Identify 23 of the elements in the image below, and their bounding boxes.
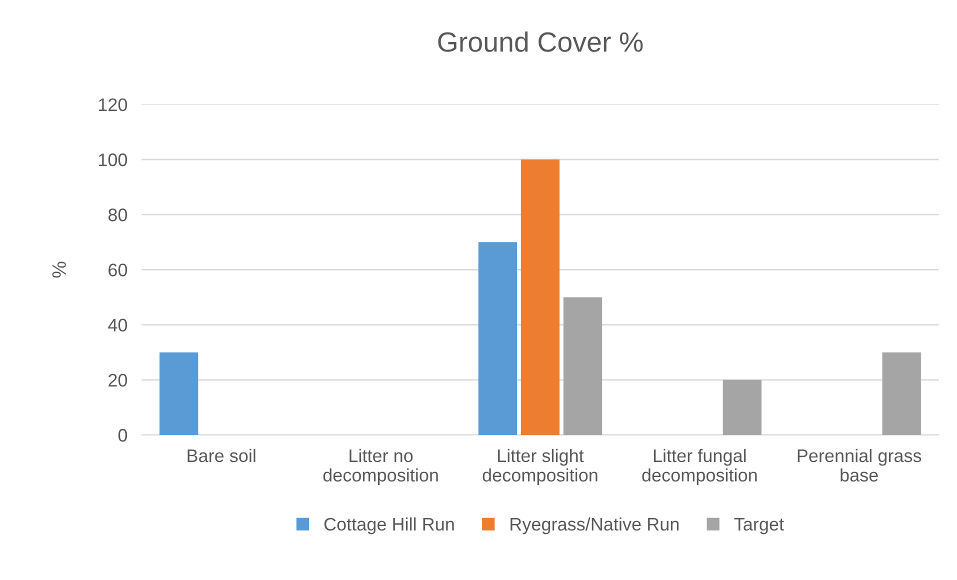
x-tick-label: Litter slight decomposition (482, 448, 598, 486)
y-tick-label: 40 (108, 318, 128, 332)
y-tick-label: 80 (108, 208, 128, 222)
bar (160, 352, 198, 435)
bar (478, 242, 518, 435)
legend-label: Target (734, 518, 784, 534)
x-tick-label: Perennial grass base (798, 448, 922, 482)
legend-label: Cottage Hill Run (324, 517, 454, 534)
bar (722, 380, 762, 435)
legend-label: Ryegrass/Native Run (510, 517, 679, 534)
chart-title: Ground Cover % (438, 31, 643, 52)
x-tick-label: Litter no decomposition (323, 448, 438, 486)
y-tick-label: 0 (118, 428, 128, 442)
y-tick-label: 60 (108, 264, 128, 276)
y-tick-label: 20 (108, 374, 128, 387)
y-tick-label: 120 (99, 98, 128, 112)
bar (520, 160, 560, 435)
bar (563, 297, 602, 435)
bar (882, 352, 921, 435)
y-tick-label: 100 (99, 153, 128, 166)
x-tick-label: Litter fungal decomposition (642, 448, 757, 486)
y-axis-title: % (52, 262, 66, 278)
x-tick-label: Bare soil (188, 448, 256, 462)
